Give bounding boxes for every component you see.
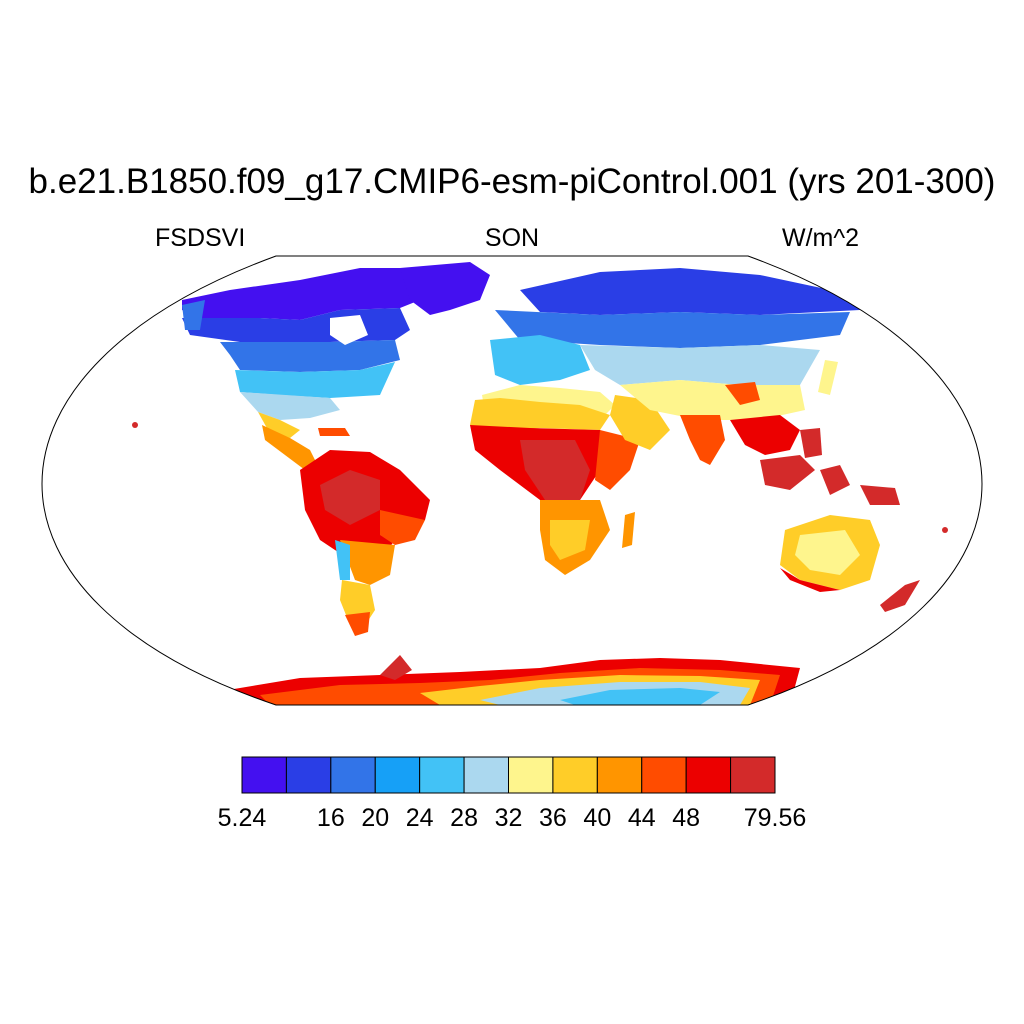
andes-strip (335, 540, 350, 580)
colorbar-label-10: 79.56 (744, 804, 807, 832)
plot-title: b.e21.B1850.f09_g17.CMIP6-esm-piControl.… (28, 162, 996, 201)
north-america-south (240, 392, 340, 420)
patagonia (345, 612, 370, 636)
colorbar-box-7 (552, 756, 598, 794)
south-america-east (380, 510, 425, 545)
australia (780, 515, 880, 592)
map-border (41, 255, 983, 706)
southeast-asia (730, 415, 800, 455)
south-america (300, 450, 430, 636)
east-africa (595, 430, 640, 490)
colorbar-box-0 (241, 756, 287, 794)
season-label: SON (484, 224, 540, 252)
colorbar-box-10 (685, 756, 732, 794)
eurasia (490, 268, 860, 465)
south-america-mid (340, 540, 395, 585)
eurasia-north (495, 310, 850, 348)
colorbar-label-4: 28 (450, 804, 478, 832)
hawaii-islands (132, 422, 138, 428)
central-america (262, 425, 320, 470)
colorbar-box-11 (730, 756, 776, 794)
colorbar-label-0: 5.24 (218, 804, 267, 832)
colorbar-box-6 (508, 756, 554, 794)
madagascar (622, 512, 635, 548)
south-asia-plateau (620, 380, 805, 420)
colorbar-box-4 (419, 756, 465, 794)
amazon-core (320, 470, 380, 525)
colorbar-label-2: 20 (361, 804, 389, 832)
colorbar-label-7: 40 (583, 804, 611, 832)
sahara-orange (470, 398, 610, 432)
tibet-hot (725, 382, 760, 405)
north-america (182, 268, 470, 470)
eurasia-arctic (520, 268, 860, 315)
central-asia (580, 345, 820, 385)
antarctica (228, 655, 800, 705)
central-africa (520, 440, 590, 500)
india (680, 415, 725, 465)
colorbar-label-9: 48 (672, 804, 700, 832)
maritime-continent (760, 428, 900, 505)
colorbar-label-6: 36 (539, 804, 567, 832)
colorbar-box-3 (374, 756, 421, 794)
colorbar-label-1: 16 (317, 804, 345, 832)
colorbar-label-3: 24 (406, 804, 434, 832)
caribbean (318, 428, 350, 436)
kalahari (550, 520, 590, 560)
colorbar-box-5 (463, 756, 510, 794)
new-zealand (880, 580, 920, 612)
colorbar-label-5: 32 (495, 804, 523, 832)
north-america-mid (220, 340, 400, 372)
colorbar-label-8: 44 (628, 804, 656, 832)
alaska-west (182, 300, 205, 330)
greenland (400, 262, 490, 315)
colorbar-box-8 (596, 756, 643, 794)
units-label: W/m^2 (782, 224, 860, 252)
pacific-island (942, 527, 948, 533)
japan (818, 360, 838, 395)
hudson-bay-void (330, 315, 368, 345)
colorbar-box-2 (330, 756, 376, 794)
africa (470, 385, 670, 575)
north-america-central (235, 362, 395, 398)
colorbar-box-1 (285, 756, 332, 794)
variable-name: FSDSVI (155, 224, 246, 252)
colorbar-box-9 (641, 756, 687, 794)
europe (490, 335, 590, 385)
north-america-gulf (258, 412, 300, 438)
north-america-arctic (182, 268, 470, 320)
